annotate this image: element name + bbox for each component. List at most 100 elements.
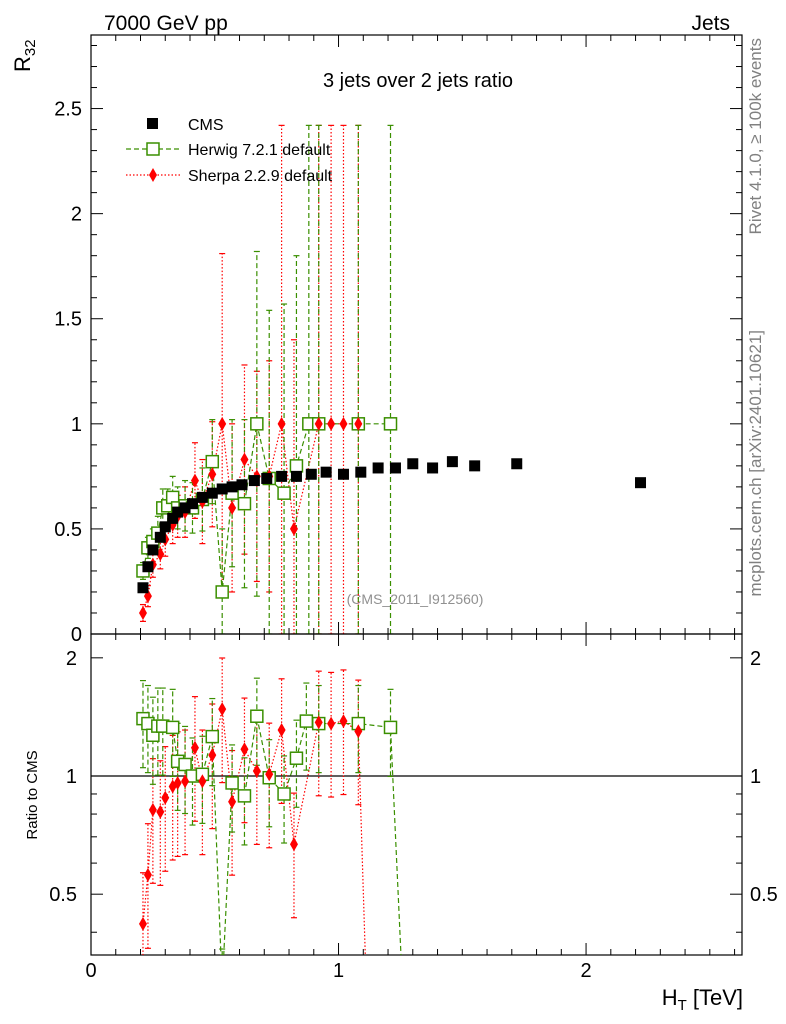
cms-point bbox=[320, 466, 332, 478]
sherpa-point bbox=[208, 467, 217, 482]
herwig-point bbox=[178, 757, 192, 772]
cms-point bbox=[355, 466, 367, 478]
cms-point bbox=[337, 468, 349, 480]
sherpa-point bbox=[181, 774, 190, 789]
y-axis-label: R32 bbox=[10, 39, 39, 72]
herwig-point bbox=[216, 981, 228, 993]
sherpa-point bbox=[252, 763, 261, 778]
ratio-y-tick-label-right: 1 bbox=[750, 766, 761, 788]
main-axis-ticks: 0 0.5 1 1.5 2 2.5 bbox=[54, 35, 742, 646]
legend-item-cms: CMS bbox=[147, 117, 224, 134]
sherpa-point bbox=[240, 452, 249, 467]
sherpa-point bbox=[228, 794, 237, 809]
legend-item-sherpa: Sherpa 2.2.9 default bbox=[126, 168, 333, 185]
sherpa-point bbox=[354, 416, 363, 431]
herwig-point bbox=[250, 709, 264, 723]
herwig-point bbox=[205, 454, 220, 469]
sherpa-point bbox=[314, 715, 323, 730]
cms-point bbox=[216, 483, 228, 495]
ratio-y-label: Ratio to CMS bbox=[24, 750, 41, 839]
sherpa-point bbox=[289, 837, 298, 852]
analysis-tag: (CMS_2011_I912560) bbox=[347, 591, 484, 607]
sherpa-point bbox=[240, 742, 249, 757]
cms-point bbox=[372, 462, 384, 474]
sherpa-point bbox=[354, 724, 363, 739]
cms-point bbox=[179, 502, 191, 514]
cms-point bbox=[407, 458, 419, 470]
herwig-point bbox=[383, 417, 398, 431]
sherpa-point bbox=[156, 804, 165, 819]
herwig-point bbox=[383, 720, 398, 735]
herwig-point bbox=[237, 496, 252, 511]
cms-point bbox=[446, 456, 458, 468]
herwig-point bbox=[299, 714, 314, 728]
sherpa-point bbox=[289, 521, 298, 536]
herwig-point bbox=[277, 787, 291, 801]
header-left: 7000 GeV pp bbox=[104, 12, 228, 35]
sherpa-point bbox=[327, 416, 336, 431]
cms-point bbox=[142, 561, 154, 573]
y-tick-label: 1 bbox=[71, 414, 82, 436]
cms-point bbox=[172, 506, 184, 518]
cms-point bbox=[196, 491, 208, 503]
sherpa-point bbox=[190, 473, 199, 488]
ratio-y-tick-label-right: 2 bbox=[750, 648, 761, 670]
sherpa-point bbox=[138, 916, 147, 931]
cms-point bbox=[511, 458, 523, 470]
herwig-point bbox=[165, 720, 180, 735]
sherpa-point bbox=[173, 775, 182, 790]
y-tick-label: 2.5 bbox=[54, 99, 82, 121]
sherpa-point bbox=[148, 802, 157, 817]
herwig-point bbox=[289, 459, 304, 473]
sherpa-point bbox=[143, 867, 152, 882]
sherpa-point bbox=[265, 767, 274, 782]
plot-title: 3 jets over 2 jets ratio bbox=[323, 70, 513, 92]
cms-point bbox=[427, 462, 439, 474]
y-label-sub: 32 bbox=[22, 39, 39, 56]
cms-point bbox=[147, 544, 159, 556]
ratio-y-tick-label-left: 0.5 bbox=[49, 884, 77, 906]
herwig-point bbox=[250, 417, 264, 431]
sherpa-point bbox=[218, 416, 227, 431]
main-panel: 0 0.5 1 1.5 2 2.5 3 jets over 2 jets ratio (C… bbox=[10, 34, 743, 646]
ratio-panel: 0 1 2 0.5 0.5 1 1 2 2 Ratio to CMS bbox=[24, 633, 778, 993]
sherpa-point bbox=[339, 416, 348, 431]
herwig-point bbox=[289, 751, 304, 765]
cms-point bbox=[469, 460, 481, 472]
ratio-axis-ticks: 0 1 2 0.5 0.5 1 1 2 2 bbox=[49, 634, 778, 982]
cms-point bbox=[154, 531, 166, 543]
x-tick-label: 2 bbox=[580, 960, 591, 982]
cms-point bbox=[236, 479, 248, 491]
herwig-point bbox=[205, 729, 220, 744]
sherpa-point bbox=[277, 722, 286, 737]
legend-label-herwig: Herwig 7.2.1 default bbox=[188, 142, 331, 159]
svg-text:R32: R32 bbox=[10, 39, 39, 72]
x-axis-label: HT [TeV] bbox=[662, 985, 743, 1014]
cms-point bbox=[261, 472, 273, 484]
header-right: Jets bbox=[691, 12, 730, 35]
cms-point bbox=[137, 582, 149, 594]
cms-point bbox=[248, 475, 260, 487]
herwig-point bbox=[215, 585, 229, 599]
sherpa-point bbox=[277, 416, 286, 431]
cms-point bbox=[167, 512, 179, 524]
main-data-layer bbox=[136, 124, 647, 634]
ratio-y-tick-label-left: 2 bbox=[66, 648, 77, 670]
ratio-y-tick-label-left: 1 bbox=[66, 766, 77, 788]
herwig-point bbox=[237, 789, 252, 803]
cms-point bbox=[635, 477, 647, 489]
cms-point bbox=[159, 521, 171, 533]
y-tick-label: 2 bbox=[71, 204, 82, 226]
y-tick-label: 0.5 bbox=[54, 519, 82, 541]
cms-point bbox=[186, 498, 198, 510]
cms-point bbox=[290, 470, 302, 482]
ratio-y-tick-label-right: 0.5 bbox=[750, 884, 778, 906]
herwig-point bbox=[277, 486, 291, 500]
cms-point bbox=[206, 487, 218, 499]
sherpa-point bbox=[218, 702, 227, 717]
sherpa-point bbox=[339, 714, 348, 729]
sherpa-point bbox=[190, 740, 199, 755]
legend-item-herwig: Herwig 7.2.1 default bbox=[126, 142, 331, 159]
legend: CMS Herwig 7.2.1 default Sherpa 2.2.9 de… bbox=[126, 117, 333, 185]
